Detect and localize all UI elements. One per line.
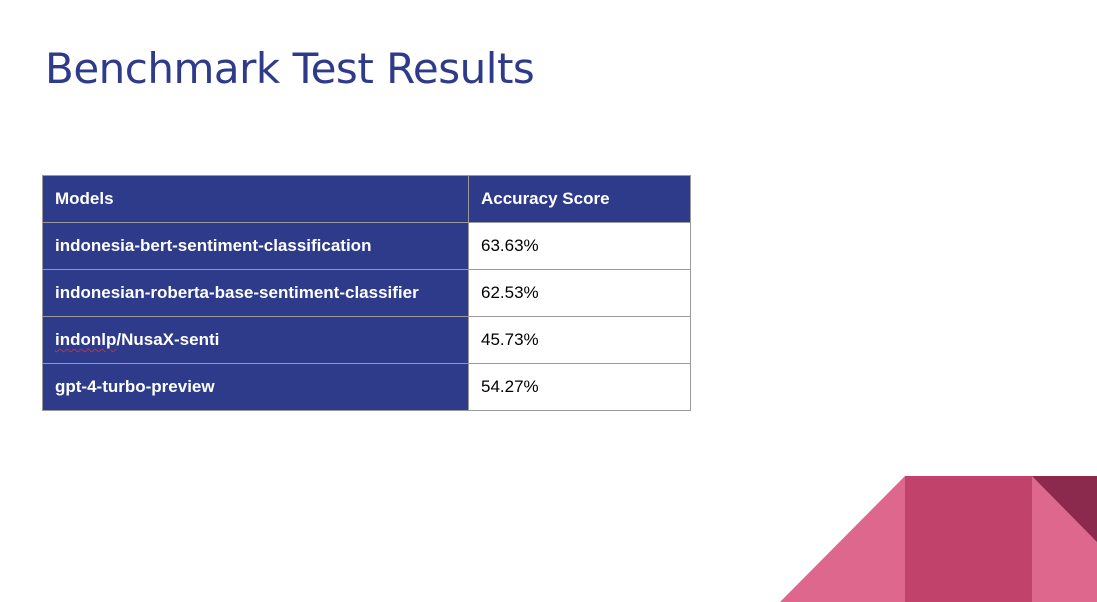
- slide-title: Benchmark Test Results: [45, 44, 535, 93]
- deco-triangle-maroon: [1032, 476, 1097, 542]
- model-name-rest: /NusaX-senti: [116, 330, 220, 349]
- deco-triangle-light: [780, 476, 905, 602]
- table-row: indonlp/NusaX-senti 45.73%: [42, 316, 691, 364]
- header-accuracy-score: Accuracy Score: [468, 175, 691, 223]
- table-header-row: Models Accuracy Score: [42, 175, 691, 223]
- accuracy-score-cell: 45.73%: [468, 316, 691, 364]
- model-name-cell: indonesian-roberta-base-sentiment-classi…: [42, 269, 469, 317]
- model-name-cell: gpt-4-turbo-preview: [42, 363, 469, 411]
- accuracy-score-cell: 63.63%: [468, 222, 691, 270]
- deco-panel-mid: [905, 476, 1032, 602]
- accuracy-score-cell: 62.53%: [468, 269, 691, 317]
- table-row: gpt-4-turbo-preview 54.27%: [42, 363, 691, 411]
- spellcheck-underlined-word[interactable]: indonlp: [55, 330, 117, 349]
- model-name-cell: indonesia-bert-sentiment-classification: [42, 222, 469, 270]
- table-row: indonesia-bert-sentiment-classification …: [42, 222, 691, 270]
- accuracy-score-cell: 54.27%: [468, 363, 691, 411]
- table-row: indonesian-roberta-base-sentiment-classi…: [42, 269, 691, 317]
- results-table: Models Accuracy Score indonesia-bert-sen…: [42, 175, 691, 411]
- model-name-cell: indonlp/NusaX-senti: [42, 316, 469, 364]
- header-models: Models: [42, 175, 469, 223]
